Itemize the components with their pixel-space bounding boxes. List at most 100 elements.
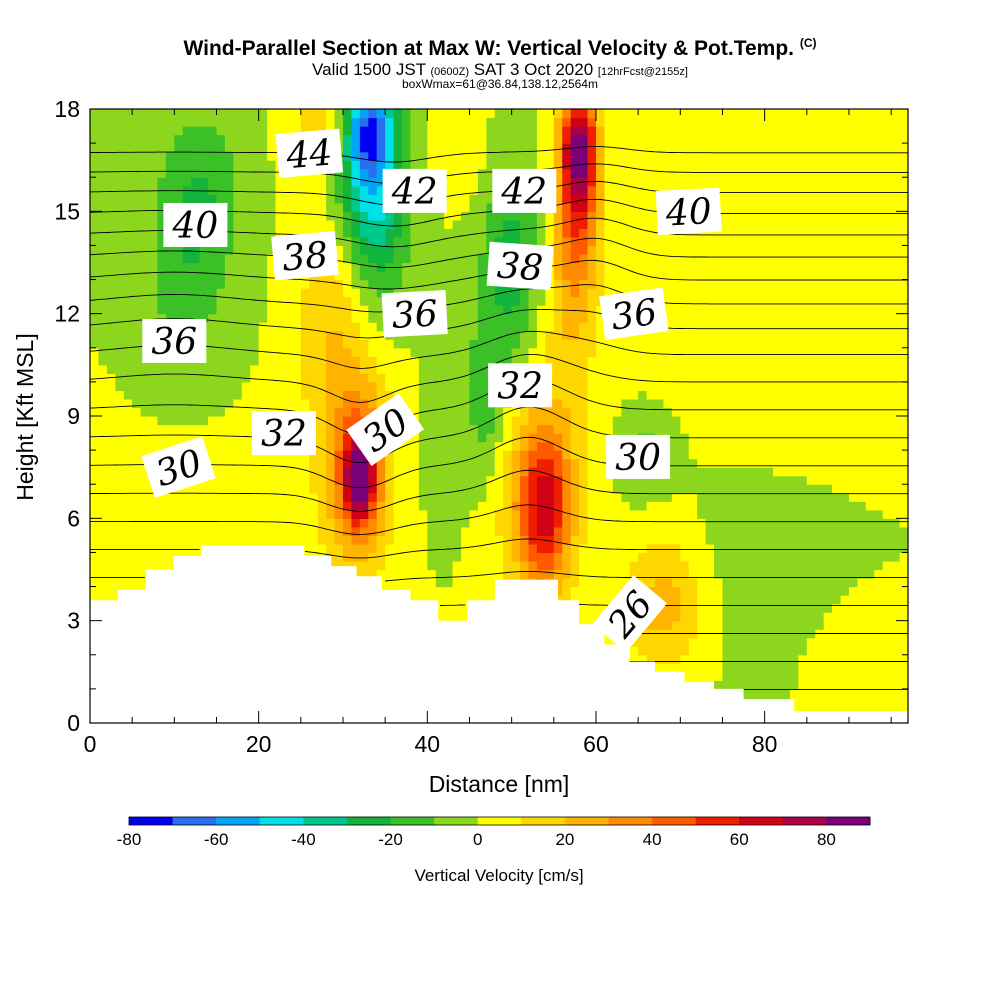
velocity-cell: [494, 117, 504, 127]
velocity-cell: [655, 262, 665, 272]
velocity-cell: [604, 595, 614, 605]
velocity-cell: [300, 194, 310, 204]
velocity-cell: [655, 381, 665, 392]
velocity-cell: [461, 347, 471, 357]
velocity-cell: [342, 194, 353, 204]
velocity-cell: [199, 398, 209, 409]
velocity-cell: [165, 381, 175, 392]
velocity-cell: [393, 578, 403, 588]
velocity-cell: [511, 339, 521, 349]
velocity-cell: [452, 168, 462, 178]
velocity-cell: [587, 134, 597, 144]
velocity-cell: [334, 271, 344, 281]
velocity-cell: [351, 126, 361, 136]
velocity-cell: [545, 433, 555, 443]
velocity-cell: [435, 160, 445, 170]
velocity-cell: [182, 288, 192, 298]
velocity-cell: [418, 475, 428, 485]
velocity-cell: [199, 160, 209, 170]
velocity-cell: [427, 339, 437, 349]
velocity-cell: [267, 501, 277, 511]
velocity-cell: [553, 109, 563, 119]
velocity-cell: [132, 450, 142, 460]
velocity-cell: [182, 518, 192, 528]
velocity-cell: [595, 347, 606, 357]
velocity-cell: [621, 262, 631, 272]
velocity-cell: [486, 492, 496, 502]
velocity-cell: [562, 245, 572, 255]
velocity-cell: [393, 245, 403, 255]
velocity-cell: [132, 202, 142, 212]
velocity-cell: [359, 236, 369, 247]
velocity-cell: [208, 518, 218, 528]
velocity-cell: [309, 305, 319, 315]
velocity-cell: [385, 535, 395, 545]
velocity-cell: [123, 509, 133, 519]
velocity-cell: [224, 177, 234, 187]
velocity-cell: [604, 569, 614, 579]
velocity-cell: [435, 398, 445, 409]
velocity-cell: [132, 441, 142, 451]
velocity-cell: [612, 168, 622, 178]
velocity-cell: [671, 620, 681, 630]
velocity-cell: [233, 219, 243, 229]
velocity-cell: [418, 262, 428, 272]
velocity-cell: [191, 484, 201, 494]
velocity-cell: [486, 467, 496, 477]
velocity-cell: [98, 381, 108, 392]
velocity-cell: [410, 560, 420, 571]
velocity-cell: [469, 288, 479, 298]
velocity-cell: [646, 646, 656, 656]
velocity-cell: [612, 509, 622, 519]
velocity-cell: [663, 109, 673, 119]
velocity-cell: [98, 185, 108, 195]
velocity-cell: [655, 364, 665, 374]
velocity-cell: [326, 347, 336, 357]
velocity-cell: [553, 569, 563, 579]
velocity-cell: [520, 458, 530, 468]
velocity-cell: [638, 194, 648, 204]
velocity-cell: [595, 595, 606, 605]
velocity-cell: [402, 560, 412, 571]
velocity-cell: [182, 543, 192, 554]
velocity-cell: [250, 381, 260, 392]
velocity-cell: [621, 535, 631, 545]
velocity-cell: [149, 262, 159, 272]
velocity-cell: [115, 578, 125, 588]
velocity-cell: [536, 552, 546, 562]
velocity-cell: [132, 407, 142, 417]
velocity-cell: [191, 535, 201, 545]
velocity-cell: [444, 569, 454, 579]
velocity-cell: [216, 168, 226, 178]
velocity-cell: [655, 612, 665, 622]
velocity-cell: [638, 185, 648, 195]
velocity-cell: [621, 143, 631, 153]
velocity-cell: [115, 492, 125, 502]
velocity-cell: [486, 288, 496, 298]
velocity-cell: [208, 177, 218, 187]
velocity-cell: [503, 509, 513, 519]
velocity-cell: [385, 356, 395, 366]
velocity-cell: [368, 526, 378, 536]
velocity-cell: [612, 535, 622, 545]
velocity-cell: [368, 467, 378, 477]
velocity-cell: [208, 450, 218, 460]
velocity-cell: [123, 339, 133, 349]
velocity-cell: [469, 245, 479, 255]
velocity-cell: [520, 509, 530, 519]
velocity-cell: [359, 202, 369, 212]
velocity-cell: [90, 126, 100, 136]
velocity-cell: [300, 458, 310, 468]
velocity-cell: [368, 160, 378, 170]
velocity-cell: [435, 552, 445, 562]
velocity-cell: [292, 305, 302, 315]
velocity-cell: [579, 458, 589, 468]
velocity-cell: [359, 484, 369, 494]
velocity-cell: [224, 134, 234, 144]
velocity-cell: [267, 305, 277, 315]
velocity-cell: [359, 143, 369, 153]
velocity-cell: [477, 467, 487, 477]
velocity-cell: [486, 305, 496, 315]
velocity-cell: [393, 569, 403, 579]
velocity-cell: [461, 501, 471, 511]
